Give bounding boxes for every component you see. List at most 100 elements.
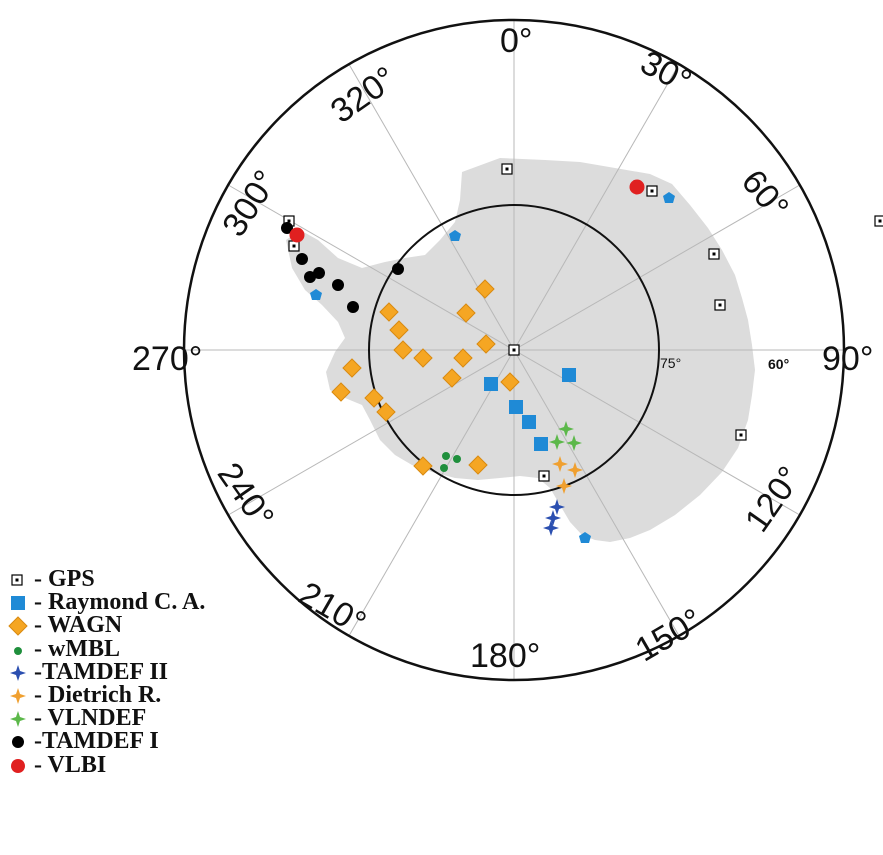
gps-marker	[735, 429, 747, 441]
diamond-icon	[8, 616, 28, 637]
wagn-marker	[393, 340, 413, 360]
legend-label-gps: - GPS	[34, 566, 95, 592]
lon-label-270: 270°	[132, 340, 202, 378]
legend-item-tamdef2: -TAMDEF II	[8, 658, 328, 685]
lon-label-300: 300°	[215, 164, 285, 244]
wagn-marker	[342, 358, 362, 378]
wmbl-stations	[440, 452, 461, 472]
lon-label-320: 320°	[324, 59, 403, 130]
pentagon-marker	[449, 230, 461, 241]
lon-label-90: 90°	[822, 340, 873, 378]
raymond-marker	[484, 377, 498, 391]
legend-label-tamdef2: -TAMDEF II	[34, 658, 168, 685]
legend-item-gps: - GPS	[8, 566, 328, 592]
gps-marker	[288, 240, 300, 252]
red-dot-icon	[11, 758, 25, 773]
wagn-marker	[475, 279, 495, 299]
gps-marker	[708, 248, 720, 260]
lon-label-0: 0°	[500, 22, 533, 60]
tamdef2-marker	[543, 520, 559, 536]
legend-item-dietrich: - Dietrich R.	[8, 681, 328, 708]
wagn-marker	[456, 303, 476, 323]
legend-label-wmbl: - wMBL	[34, 635, 120, 662]
legend: - GPS - Raymond C. A. - WAGN - wMBL -TAM…	[8, 566, 328, 778]
star-icon	[10, 711, 26, 728]
pentagon-marker	[663, 192, 675, 203]
legend-item-vlbi: - VLBI	[8, 751, 328, 778]
legend-item-wmbl: - wMBL	[8, 635, 328, 662]
wagn-marker	[476, 334, 496, 354]
gps-stations	[283, 163, 883, 482]
gps-marker	[714, 299, 726, 311]
lat-label-60: 60°	[768, 356, 789, 372]
dietrich-stations	[552, 456, 583, 494]
meridian-lines	[184, 20, 844, 680]
lon-label-120: 120°	[738, 460, 809, 539]
tamdef1-marker	[347, 301, 359, 313]
filled-square-icon	[11, 596, 25, 611]
legend-label-vlbi: - VLBI	[34, 751, 107, 778]
tamdef1-marker	[313, 267, 325, 279]
blue-pentagon-markers	[310, 192, 675, 543]
raymond-marker	[534, 437, 548, 451]
lon-label-30: 30°	[634, 44, 697, 102]
dietrich-marker	[556, 478, 572, 494]
lat-label-75: 75°	[660, 355, 681, 371]
wagn-marker	[453, 348, 473, 368]
legend-label-wagn: - WAGN	[34, 612, 123, 639]
legend-item-vlndef: - VLNDEF	[8, 706, 328, 730]
tamdef1-marker	[332, 279, 344, 291]
dietrich-marker	[552, 456, 568, 472]
latitude-circle-75	[368, 204, 660, 496]
gps-marker	[501, 163, 513, 175]
wagn-marker	[500, 372, 520, 392]
star-icon	[10, 664, 26, 681]
wagn-marker	[442, 368, 462, 388]
vlbi-marker	[289, 227, 305, 243]
wmbl-marker	[453, 455, 461, 463]
vlndef-marker	[566, 435, 582, 451]
raymond-marker	[522, 415, 536, 429]
lon-label-60: 60°	[734, 163, 796, 227]
vlndef-marker	[549, 434, 565, 450]
vlndef-marker	[558, 421, 574, 437]
wagn-marker	[413, 348, 433, 368]
tamdef2-marker	[549, 499, 565, 515]
lon-label-180: 180°	[470, 637, 540, 675]
legend-item-wagn: - WAGN	[8, 612, 328, 639]
lon-label-150: 150°	[629, 601, 709, 669]
tamdef1-marker	[392, 263, 404, 275]
raymond-stations	[484, 368, 576, 451]
wagn-marker	[468, 455, 488, 475]
legend-label-raymond: - Raymond C. A.	[34, 589, 206, 616]
lon-label-240: 240°	[210, 456, 281, 535]
tamdef2-marker	[545, 510, 561, 526]
wagn-marker	[376, 402, 396, 422]
open-square-icon	[11, 574, 23, 586]
tamdef1-stations	[281, 222, 404, 313]
pentagon-marker	[310, 289, 322, 300]
wagn-stations	[331, 279, 520, 476]
star-icon	[10, 687, 26, 704]
wmbl-marker	[440, 464, 448, 472]
vlbi-stations	[289, 179, 645, 243]
gps-marker	[508, 344, 520, 356]
legend-item-raymond: - Raymond C. A.	[8, 589, 328, 616]
tamdef1-marker	[296, 253, 308, 265]
vlbi-marker	[629, 179, 645, 195]
raymond-marker	[509, 400, 523, 414]
gps-marker	[874, 215, 883, 227]
tamdef1-marker	[304, 271, 316, 283]
tamdef1-marker	[281, 222, 293, 234]
wmbl-marker	[442, 452, 450, 460]
gps-marker	[538, 470, 550, 482]
legend-label-dietrich: - Dietrich R.	[34, 681, 162, 708]
tamdef2-stations	[543, 499, 565, 536]
gps-marker	[646, 185, 658, 197]
wagn-marker	[413, 456, 433, 476]
wagn-marker	[389, 320, 409, 340]
pentagon-marker	[579, 532, 591, 543]
latitude-circle-60	[182, 18, 846, 682]
